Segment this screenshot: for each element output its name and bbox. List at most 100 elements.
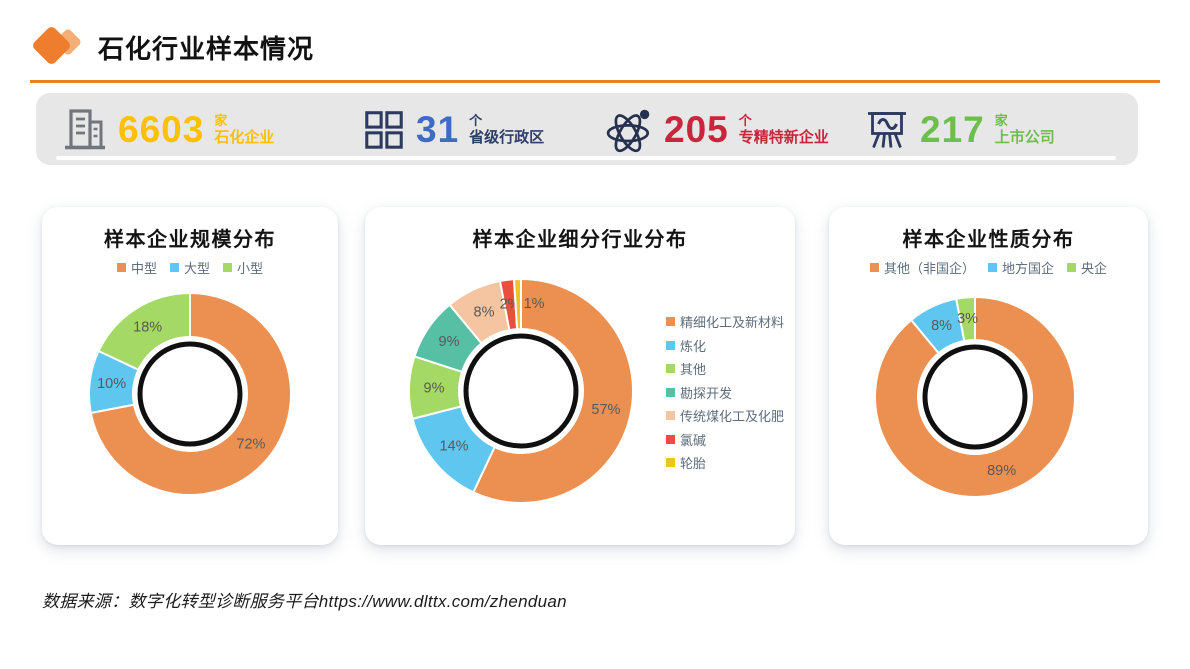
stat-label: 省级行政区 [469, 128, 545, 146]
legend-label: 小型 [237, 261, 264, 276]
slice-percent-label: 57% [591, 402, 620, 418]
donut-slice [97, 292, 191, 371]
legend-swatch-icon [666, 458, 675, 467]
donut-slice [955, 296, 976, 343]
legend-swatch-icon [666, 387, 675, 397]
stat-value: 31 [416, 108, 460, 150]
legend-swatch-icon [666, 317, 675, 326]
atom-icon [606, 105, 654, 153]
slice-percent-label: 9% [424, 380, 445, 396]
stat-unit-label: 个省级行政区 [469, 111, 544, 147]
donut-slice [472, 278, 634, 504]
slice-percent-label: 14% [439, 439, 468, 455]
page-header: 石化行业样本情况 [30, 24, 315, 70]
donut-chart-scale: 72% 10% 18% [83, 287, 297, 506]
legend-label: 中型 [130, 261, 157, 276]
legend-item: 精细化工及新材料 [666, 312, 784, 331]
stat-unit-label: 家上市公司 [995, 111, 1055, 147]
legend-item: 央企 [1067, 258, 1107, 277]
legend-item: 其他 [666, 359, 784, 378]
stat-unit: 家 [994, 113, 1008, 129]
legend-item: 传统煤化工及化肥 [666, 406, 784, 425]
legend-label: 央企 [1081, 261, 1108, 276]
chart-title: 样本企业规模分布 [104, 229, 276, 251]
legend-swatch-icon [666, 434, 675, 444]
card-industry-distribution: 样本企业细分行业分布 精细化工及新材料 炼化 其他 勘探开发 传统煤化工及化肥 氯碱 轮胎 … [365, 207, 795, 545]
legend-item: 氯碱 [666, 430, 784, 449]
stat-value: 217 [920, 108, 985, 150]
header-divider [30, 80, 1160, 83]
chart-legend: 其他（非国企） 地方国企 央企 [829, 258, 1148, 277]
legend-item: 炼化 [666, 336, 784, 355]
legend-swatch-icon [666, 364, 675, 373]
donut-slice [512, 277, 522, 331]
slice-percent-label: 10% [97, 376, 126, 392]
slice-percent-label: 3% [957, 311, 978, 327]
stat-value: 205 [664, 108, 729, 150]
legend-label: 勘探开发 [680, 385, 733, 401]
stat-unit-label: 家石化企业 [214, 111, 274, 147]
legend-swatch-icon [169, 263, 179, 272]
stat-label: 上市公司 [994, 128, 1055, 146]
slice-percent-label: 9% [439, 334, 460, 350]
stat-1: 31 个省级行政区 [362, 93, 544, 165]
grid-icon [362, 107, 406, 151]
slice-percent-label: 8% [474, 304, 495, 320]
legend-swatch-icon [1067, 263, 1076, 272]
legend-label: 传统煤化工及化肥 [680, 409, 785, 424]
legend-swatch-icon [869, 263, 879, 272]
legend-label: 氯碱 [680, 432, 707, 448]
page-title: 石化行业样本情况 [98, 33, 315, 64]
legend-label: 轮胎 [680, 456, 707, 471]
slice-percent-label: 18% [133, 319, 162, 335]
card-ownership-distribution: 样本企业性质分布 其他（非国企） 地方国企 央企 89% 8% 3% [829, 207, 1148, 545]
legend-item: 中型 [116, 258, 157, 277]
legend-label: 地方国企 [1001, 261, 1054, 276]
slice-percent-label: 8% [931, 318, 952, 334]
legend-swatch-icon [223, 263, 232, 272]
donut-hole-ring [922, 344, 1028, 450]
stats-bar-highlight [56, 156, 1116, 160]
stat-0: 6603 家石化企业 [62, 93, 274, 165]
stat-label: 石化企业 [214, 128, 275, 146]
slice-percent-label: 72% [236, 436, 265, 452]
donut-chart-industry: 57% 14% 9% 9% 8% 2% 1% [401, 271, 641, 516]
slice-percent-label: 1% [524, 296, 545, 312]
chart-legend: 精细化工及新材料 炼化其他勘探开发传统煤化工及化肥 氯碱轮胎 [666, 312, 784, 472]
chart-legend: 中型 大型 小型 [42, 258, 338, 277]
card-scale-distribution: 样本企业规模分布 中型 大型 小型 72% 10% 18% [42, 207, 338, 545]
donut-hole-ring [463, 333, 579, 449]
stat-unit: 个 [738, 113, 752, 129]
legend-label: 其他（非国企） [883, 261, 975, 276]
donut-slice [874, 296, 1076, 498]
legend-swatch-icon [666, 411, 675, 420]
data-source-note: 数据来源：数字化转型诊断服务平台https://www.dlttx.com/zh… [42, 592, 567, 611]
stat-2: 205 个专精特新企业 [606, 93, 829, 165]
slice-percent-label: 89% [987, 463, 1016, 479]
stat-value: 6603 [118, 108, 205, 150]
legend-item: 其他（非国企） [869, 258, 975, 277]
legend-swatch-icon [666, 340, 675, 350]
chart-title: 样本企业性质分布 [902, 229, 1075, 251]
board-icon [864, 106, 910, 152]
stat-unit: 家 [214, 113, 228, 129]
legend-item: 大型 [169, 258, 210, 277]
stat-label: 专精特新企业 [738, 128, 829, 146]
donut-hole-ring [137, 341, 243, 447]
legend-label: 大型 [183, 261, 210, 276]
legend-label: 炼化 [680, 338, 707, 354]
building-icon [62, 106, 108, 152]
legend-item: 小型 [223, 258, 263, 277]
legend-item: 地方国企 [987, 258, 1054, 277]
donut-slice [89, 292, 292, 496]
chart-title: 样本企业细分行业分布 [472, 229, 688, 251]
legend-swatch-icon [987, 263, 997, 272]
stat-unit: 个 [469, 113, 483, 129]
donut-chart-ownership: 89% 8% 3% [869, 291, 1081, 508]
legend-label: 其他 [680, 362, 707, 377]
legend-item: 勘探开发 [666, 383, 784, 402]
stat-unit-label: 个专精特新企业 [739, 111, 829, 147]
legend-label: 精细化工及新材料 [680, 315, 785, 330]
stats-bar: 6603 家石化企业 31 个省级行政区 205 个专精特新企业 217 家上市公司 [36, 93, 1138, 165]
legend-swatch-icon [116, 263, 126, 272]
